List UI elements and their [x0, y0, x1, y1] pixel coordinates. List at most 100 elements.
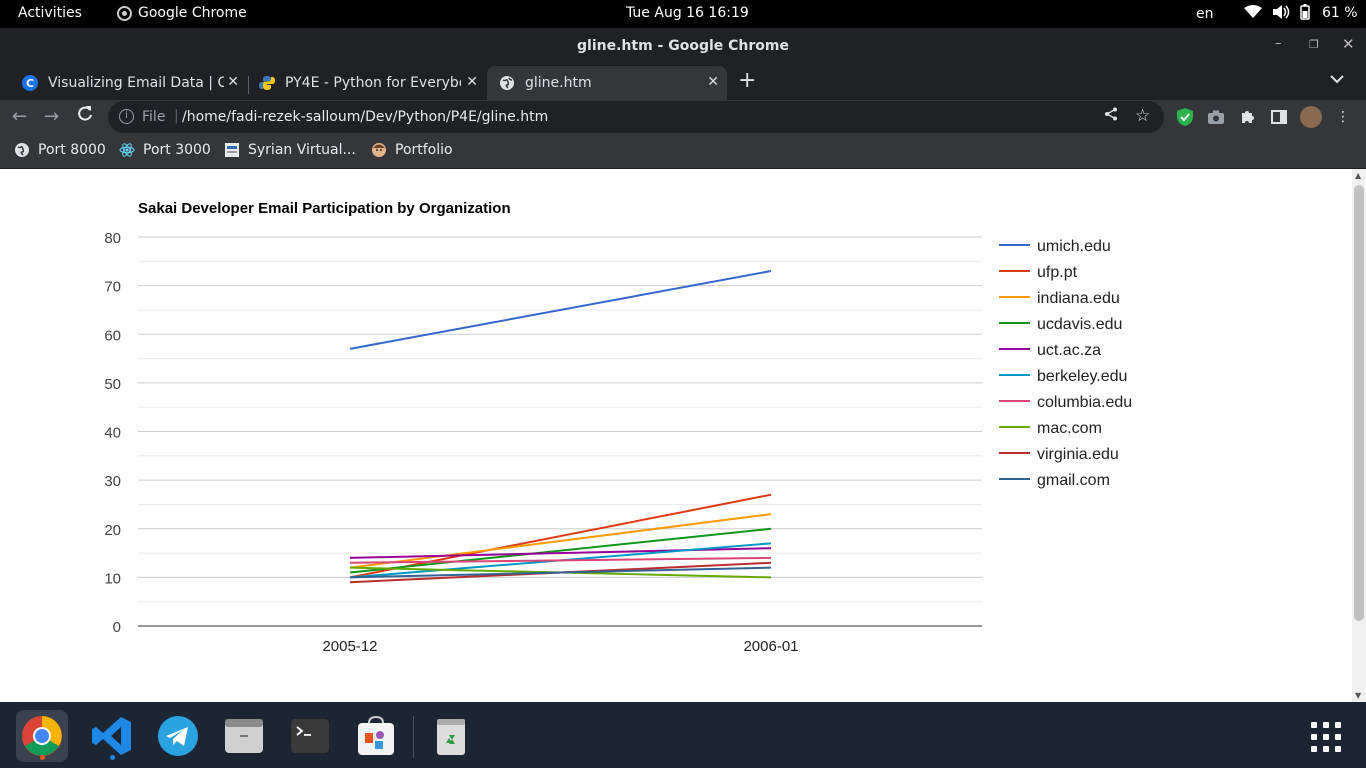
legend-label[interactable]: ucdavis.edu: [1037, 316, 1122, 333]
y-tick-label: 10: [104, 570, 121, 587]
y-tick-label: 80: [104, 230, 121, 247]
site-info-icon[interactable]: i: [119, 109, 134, 124]
close-tab-icon[interactable]: ✕: [707, 74, 719, 90]
url-scheme-label: File: [142, 109, 166, 125]
tab-strip: C Visualizing Email Data | Co ✕ PY4E - P…: [0, 64, 1366, 100]
dock-vscode[interactable]: [86, 710, 138, 762]
bookmark-port-8000[interactable]: Port 8000: [14, 142, 106, 158]
legend-label[interactable]: umich.edu: [1037, 238, 1111, 255]
language-indicator[interactable]: en: [1196, 6, 1214, 22]
volume-icon: [1273, 5, 1290, 19]
tab-search-chevron-icon[interactable]: [1330, 72, 1344, 88]
url-input[interactable]: [182, 109, 782, 125]
series-line-ucdavis.edu[interactable]: [349, 527, 772, 574]
bookmark-syrian-virtual[interactable]: Syrian Virtual...: [224, 142, 356, 158]
dock-files[interactable]: [218, 710, 270, 762]
coursera-icon: C: [22, 75, 38, 91]
close-tab-icon[interactable]: ✕: [227, 74, 239, 90]
legend-label[interactable]: gmail.com: [1037, 472, 1110, 489]
scrollbar-thumb[interactable]: [1354, 185, 1364, 621]
series-line-umich.edu[interactable]: [349, 270, 772, 350]
terminal-icon: [291, 719, 329, 753]
browser-toolbar: ← → i File | ☆ ⋮: [0, 100, 1366, 134]
close-tab-icon[interactable]: ✕: [466, 74, 478, 90]
adblock-shield-icon[interactable]: [1176, 108, 1194, 126]
battery-icon: [1300, 4, 1310, 20]
dock-chrome[interactable]: [16, 710, 68, 762]
series-line-ufp.pt[interactable]: [349, 493, 772, 579]
new-tab-button[interactable]: +: [738, 68, 757, 93]
app-name-label: Google Chrome: [138, 5, 247, 21]
chrome-icon: [117, 5, 132, 21]
back-icon[interactable]: ←: [12, 106, 28, 127]
tab-label: gline.htm: [525, 75, 592, 91]
share-icon[interactable]: [1104, 107, 1118, 125]
reload-icon[interactable]: [77, 105, 93, 128]
bookmark-port-3000[interactable]: Port 3000: [119, 142, 211, 158]
camera-icon[interactable]: [1207, 108, 1225, 126]
bookmark-portfolio[interactable]: Portfolio: [371, 142, 453, 158]
telegram-icon: [158, 716, 198, 756]
legend-label[interactable]: columbia.edu: [1037, 394, 1132, 411]
tab-separator: [248, 76, 249, 94]
scroll-down-arrow-icon[interactable]: ▼: [1355, 691, 1362, 700]
y-tick-label: 30: [104, 473, 121, 490]
dock-terminal[interactable]: [284, 710, 336, 762]
forward-icon[interactable]: →: [44, 106, 60, 127]
chart-title: Sakai Developer Email Participation by O…: [138, 200, 511, 217]
extensions-puzzle-icon[interactable]: [1239, 108, 1257, 126]
maximize-icon[interactable]: ❐: [1309, 38, 1319, 51]
tab-label: PY4E - Python for Everybo: [285, 75, 461, 91]
dock-telegram[interactable]: [152, 710, 204, 762]
bookmarks-bar: Port 8000 Port 3000 Syrian Virtual... Po…: [0, 134, 1366, 168]
trash-icon: [437, 719, 465, 755]
dock-trash[interactable]: [425, 710, 477, 762]
legend-label[interactable]: mac.com: [1037, 420, 1102, 437]
avatar-icon: [372, 143, 386, 157]
side-panel-icon[interactable]: [1270, 108, 1288, 126]
bookmark-star-icon[interactable]: ☆: [1135, 106, 1151, 126]
legend-label[interactable]: virginia.edu: [1037, 446, 1119, 463]
app-menu[interactable]: Google Chrome: [117, 5, 247, 21]
y-tick-label: 20: [104, 522, 121, 539]
scroll-up-arrow-icon[interactable]: ▲: [1355, 171, 1362, 180]
chrome-icon: [22, 716, 62, 756]
series-line-indiana.edu[interactable]: [349, 513, 772, 569]
battery-percentage: 61 %: [1322, 5, 1358, 21]
series-line-gmail.com[interactable]: [349, 566, 772, 579]
tab-gline[interactable]: gline.htm ✕: [487, 66, 727, 100]
react-icon: [119, 143, 135, 157]
y-tick-label: 60: [104, 327, 121, 344]
profile-avatar[interactable]: [1300, 106, 1322, 128]
dock-separator: [413, 716, 414, 758]
page-scrollbar[interactable]: ▲ ▼: [1352, 169, 1366, 702]
bookmark-label: Syrian Virtual...: [248, 142, 356, 158]
menu-kebab-icon[interactable]: ⋮: [1336, 109, 1350, 125]
dock-software-store[interactable]: [350, 710, 402, 762]
address-bar[interactable]: i File | ☆: [108, 101, 1164, 133]
system-status-area[interactable]: [1244, 4, 1310, 20]
bookmark-label: Port 8000: [38, 142, 106, 158]
activities-button[interactable]: Activities: [18, 5, 82, 21]
tab-visualizing-email-data[interactable]: C Visualizing Email Data | Co ✕: [4, 66, 247, 100]
y-tick-label: 70: [104, 279, 121, 296]
running-indicator: [110, 755, 115, 760]
legend-label[interactable]: indiana.edu: [1037, 290, 1120, 307]
series-line-columbia.edu[interactable]: [349, 556, 772, 564]
globe-icon: [15, 143, 29, 157]
line-chart: Sakai Developer Email Participation by O…: [104, 200, 1132, 655]
close-window-icon[interactable]: ✕: [1342, 35, 1355, 53]
legend-label[interactable]: ufp.pt: [1037, 264, 1078, 281]
clock[interactable]: Tue Aug 16 16:19: [626, 5, 749, 21]
software-store-icon: [358, 715, 394, 755]
page-content: Sakai Developer Email Participation by O…: [0, 169, 1352, 702]
system-top-bar: Activities Google Chrome Tue Aug 16 16:1…: [0, 0, 1366, 28]
show-apps-grid-icon[interactable]: [1311, 722, 1341, 752]
document-icon: [225, 143, 239, 157]
y-tick-label: 0: [113, 619, 121, 636]
legend-label[interactable]: uct.ac.za: [1037, 342, 1101, 359]
y-tick-label: 40: [104, 425, 121, 442]
legend-label[interactable]: berkeley.edu: [1037, 368, 1127, 385]
minimize-icon[interactable]: –: [1275, 36, 1282, 51]
tab-py4e[interactable]: PY4E - Python for Everybo ✕: [241, 66, 486, 100]
